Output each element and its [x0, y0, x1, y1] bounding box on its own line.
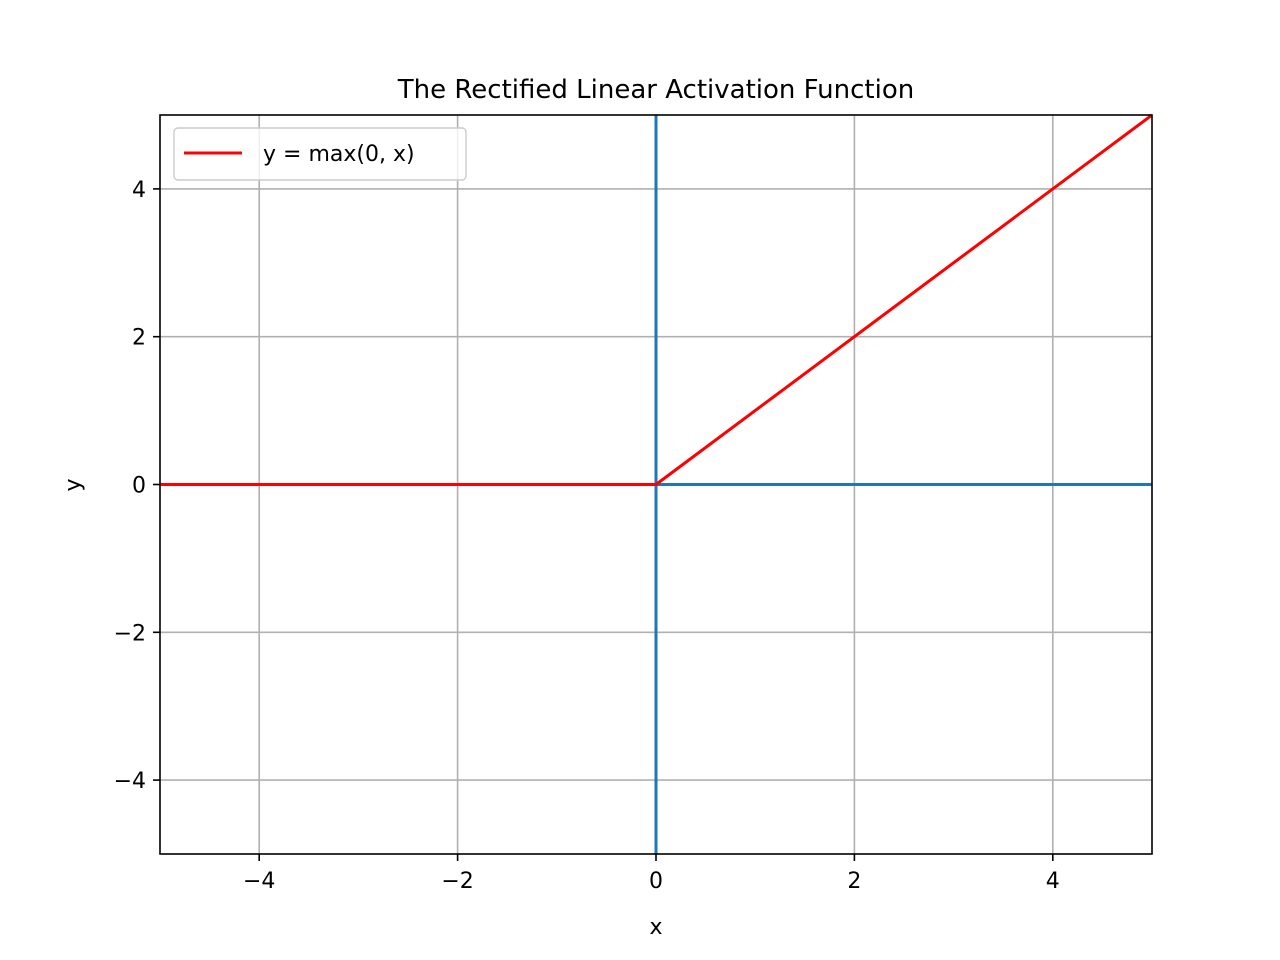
legend: y = max(0, x)	[173, 127, 467, 181]
y-tick-label-2: 0	[132, 474, 146, 499]
series-lines	[160, 113, 1153, 486]
x-tick-label-2: 0	[649, 869, 663, 894]
x-tick-label-3: 2	[847, 869, 861, 894]
legend-box	[173, 127, 467, 181]
y-tick-label-4: 4	[132, 178, 146, 203]
y-tick-label-0: −4	[114, 769, 146, 794]
x-tick-label-4: 4	[1046, 869, 1060, 894]
series-line-0	[160, 113, 1153, 486]
y-axis-label: y	[61, 478, 86, 491]
x-tick-label-1: −2	[441, 869, 473, 894]
chart-title: The Rectified Linear Activation Function	[397, 75, 914, 105]
x-tick-label-0: −4	[243, 869, 275, 894]
y-tick-label-3: 2	[132, 326, 146, 351]
legend-label: y = max(0, x)	[263, 142, 415, 167]
y-tick-label-1: −2	[114, 621, 146, 646]
x-axis-label: x	[649, 915, 662, 940]
y-axis-ticks: −4 −2 0 2 4	[114, 178, 160, 794]
x-axis-ticks: −4 −2 0 2 4	[243, 854, 1060, 894]
